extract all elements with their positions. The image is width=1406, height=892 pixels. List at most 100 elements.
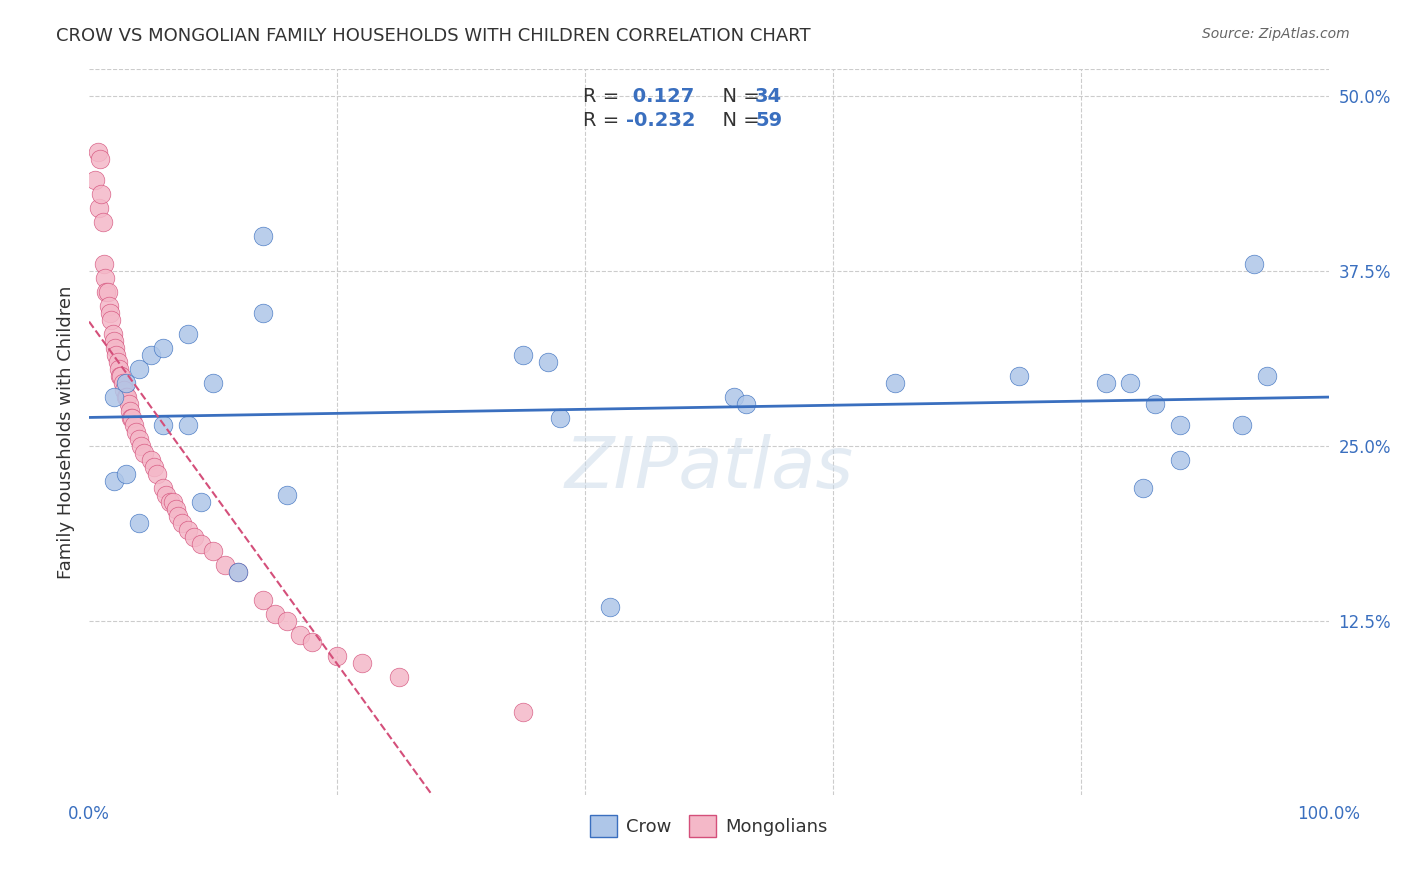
Point [735, 397, 758, 411]
Point [883, 376, 905, 390]
Point [115, 390, 138, 404]
Point [1119, 376, 1142, 390]
Point [93, 257, 115, 271]
Point [142, 459, 165, 474]
Point [101, 327, 124, 342]
Text: CROW VS MONGOLIAN FAMILY HOUSEHOLDS WITH CHILDREN CORRELATION CHART: CROW VS MONGOLIAN FAMILY HOUSEHOLDS WITH… [56, 27, 811, 45]
Point [326, 648, 349, 663]
Point [1243, 257, 1265, 271]
Point [1256, 369, 1278, 384]
Point [1230, 417, 1253, 432]
Point [120, 411, 142, 425]
Point [1008, 369, 1031, 384]
Point [1168, 417, 1191, 432]
Text: Source: ZipAtlas.com: Source: ZipAtlas.com [1202, 27, 1350, 41]
Y-axis label: Family Households with Children: Family Households with Children [58, 285, 75, 579]
Point [105, 348, 128, 362]
Point [108, 362, 131, 376]
Legend: Crow, Mongolians: Crow, Mongolians [582, 808, 835, 845]
Point [214, 558, 236, 572]
Point [103, 390, 125, 404]
Point [107, 355, 129, 369]
Point [1168, 453, 1191, 467]
Point [177, 417, 200, 432]
Point [89, 153, 111, 167]
Point [125, 425, 148, 439]
Point [548, 411, 571, 425]
Point [599, 599, 621, 614]
Point [128, 516, 150, 530]
Point [252, 592, 274, 607]
Point [152, 341, 174, 355]
Point [117, 390, 139, 404]
Point [202, 376, 225, 390]
Point [177, 523, 200, 537]
Text: N =: N = [710, 87, 766, 106]
Point [202, 543, 225, 558]
Point [139, 348, 162, 362]
Point [165, 501, 187, 516]
Text: ZIPatlas: ZIPatlas [564, 434, 853, 503]
Point [90, 187, 112, 202]
Point [115, 467, 138, 481]
Point [512, 348, 534, 362]
Point [1144, 397, 1167, 411]
Point [162, 495, 184, 509]
Point [226, 565, 249, 579]
Point [122, 417, 145, 432]
Point [110, 369, 132, 384]
Point [139, 453, 162, 467]
Point [159, 495, 181, 509]
Point [170, 516, 193, 530]
Point [1094, 376, 1116, 390]
Point [183, 530, 205, 544]
Point [252, 229, 274, 244]
Point [128, 432, 150, 446]
Point [132, 446, 155, 460]
Point [264, 607, 287, 621]
Point [226, 565, 249, 579]
Point [146, 467, 169, 481]
Point [388, 670, 411, 684]
Point [128, 362, 150, 376]
Point [1132, 481, 1154, 495]
Point [97, 285, 120, 300]
Point [537, 355, 560, 369]
Text: -0.232: -0.232 [626, 111, 695, 130]
Point [512, 705, 534, 719]
Point [91, 215, 114, 229]
Point [100, 313, 122, 327]
Point [111, 376, 134, 390]
Text: 59: 59 [755, 111, 782, 130]
Text: R =: R = [583, 111, 626, 130]
Point [288, 627, 311, 641]
Point [152, 417, 174, 432]
Point [167, 508, 190, 523]
Text: 34: 34 [755, 87, 782, 106]
Point [84, 173, 107, 187]
Point [112, 383, 135, 397]
Point [155, 488, 177, 502]
Point [129, 439, 152, 453]
Point [94, 271, 117, 285]
Text: R =: R = [583, 87, 626, 106]
Point [98, 306, 121, 320]
Point [723, 390, 745, 404]
Point [152, 481, 174, 495]
Text: N =: N = [710, 111, 766, 130]
Point [97, 299, 120, 313]
Point [121, 411, 143, 425]
Point [87, 145, 110, 160]
Point [177, 327, 200, 342]
Point [108, 369, 131, 384]
Point [103, 474, 125, 488]
Point [118, 397, 141, 411]
Point [87, 202, 110, 216]
Point [350, 656, 373, 670]
Point [103, 334, 125, 348]
Point [276, 488, 298, 502]
Point [115, 376, 138, 390]
Text: 0.127: 0.127 [626, 87, 695, 106]
Point [96, 285, 118, 300]
Point [104, 341, 127, 355]
